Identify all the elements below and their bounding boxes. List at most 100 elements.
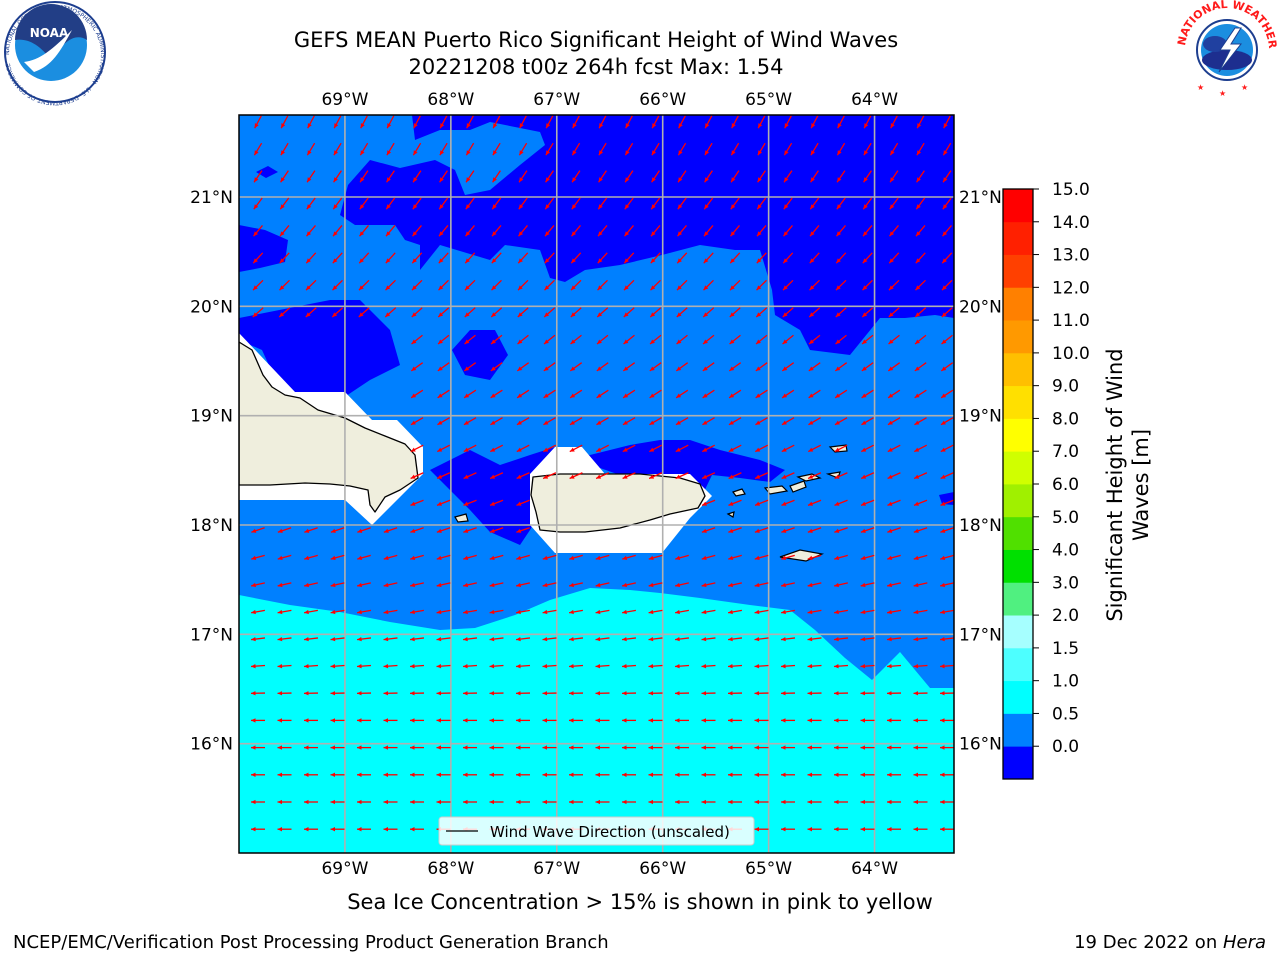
wave-direction-arrow [703, 197, 714, 210]
wave-direction-arrow [277, 609, 292, 615]
wave-direction-arrow [383, 554, 398, 560]
lon-tick-label-bottom: 65°W [745, 859, 792, 879]
wave-direction-arrow [648, 472, 663, 480]
wave-direction-arrow [674, 664, 690, 669]
lon-tick-label-top: 69°W [321, 90, 368, 110]
colorbar-swatch [1003, 582, 1033, 616]
wave-direction-arrow [860, 472, 875, 480]
wave-direction-arrow [515, 664, 531, 669]
wave-direction-arrow [356, 609, 372, 615]
wave-direction-arrow [781, 362, 795, 372]
wave-direction-arrow [462, 691, 478, 696]
wave-direction-arrow [809, 225, 820, 237]
wave-direction-arrow [783, 170, 793, 183]
wave-direction-arrow [942, 225, 952, 237]
wave-direction-arrow [252, 252, 264, 264]
lon-tick-label-top: 67°W [533, 90, 580, 110]
wave-direction-arrow [834, 582, 848, 588]
wave-direction-arrow [385, 279, 396, 291]
wave-direction-arrow [489, 664, 504, 669]
wave-direction-arrow [648, 745, 663, 750]
wave-direction-arrow [782, 279, 794, 291]
wave-direction-arrow [250, 691, 266, 696]
wave-direction-arrow [860, 527, 875, 533]
wave-direction-arrow [330, 827, 345, 832]
wave-direction-arrow [251, 554, 265, 560]
wave-direction-arrow [728, 527, 742, 533]
wave-direction-arrow [410, 772, 424, 777]
wave-direction-arrow [754, 691, 769, 696]
wave-direction-arrow [544, 252, 555, 264]
wave-direction-arrow [492, 115, 501, 129]
wave-direction-arrow [439, 170, 448, 183]
colorbar-tick-label: 7.0 [1052, 442, 1079, 462]
wave-direction-arrow [727, 609, 743, 615]
wave-direction-arrow [409, 636, 425, 642]
wave-direction-arrow [913, 527, 928, 533]
wave-direction-arrow [489, 582, 504, 588]
wave-direction-arrow [277, 664, 292, 669]
wave-direction-arrow [860, 664, 875, 669]
wave-direction-arrow [595, 636, 610, 642]
wave-direction-arrow [542, 636, 557, 642]
wave-direction-arrow [940, 499, 954, 506]
wave-direction-arrow [915, 279, 926, 291]
wave-direction-arrow [571, 170, 581, 183]
wave-direction-arrow [834, 772, 848, 777]
wave-direction-arrow [569, 772, 583, 777]
wave-direction-arrow [436, 718, 451, 723]
wave-direction-arrow [411, 279, 423, 291]
wave-direction-arrow [462, 636, 478, 642]
wave-direction-arrow [702, 417, 715, 426]
wave-direction-arrow [675, 362, 689, 372]
wave-direction-arrow [596, 307, 609, 318]
wave-direction-arrow [489, 745, 504, 750]
footer-date: 19 Dec 2022 on Hera [1074, 932, 1266, 953]
map-frame [238, 114, 955, 854]
wave-direction-arrow [754, 444, 769, 453]
wave-direction-arrow [648, 664, 663, 669]
wave-direction-arrow [754, 554, 769, 560]
wave-direction-arrow [492, 142, 501, 156]
wave-direction-arrow [781, 718, 795, 723]
wave-direction-arrow [517, 279, 529, 291]
wave-direction-arrow [303, 609, 319, 615]
wave-direction-arrow [648, 609, 663, 615]
wave-direction-arrow [489, 718, 504, 723]
wave-direction-arrow [464, 307, 476, 318]
lat-tick-label-right: 19°N [959, 407, 1002, 427]
wave-direction-arrow [304, 582, 318, 588]
wave-direction-arrow [678, 115, 686, 129]
wave-direction-arrow [542, 799, 557, 805]
wave-direction-arrow [383, 527, 398, 533]
wave-direction-arrow [383, 609, 398, 615]
wave-direction-arrow [436, 554, 451, 560]
wave-direction-arrow [941, 334, 953, 345]
wave-direction-arrow [569, 582, 583, 588]
wave-direction-arrow [516, 554, 530, 560]
wave-direction-arrow [754, 772, 769, 777]
wave-direction-arrow [463, 362, 477, 372]
noaa-logo: NATIONAL OCEANIC AND ATMOSPHERIC ADMINIS… [4, 1, 106, 106]
wave-direction-arrow [833, 691, 849, 696]
colorbar-tick-label: 15.0 [1052, 180, 1090, 200]
wave-direction-arrow [490, 389, 503, 399]
wave-direction-arrow [648, 691, 663, 696]
colorbar-tick-label: 8.0 [1052, 409, 1079, 429]
wave-direction-arrow [571, 142, 581, 156]
wave-direction-arrow [649, 417, 662, 426]
wave-direction-arrow [356, 691, 372, 696]
wave-direction-arrow [304, 718, 318, 723]
wave-direction-arrow [702, 334, 715, 345]
wave-direction-arrow [622, 582, 636, 588]
graticule [239, 115, 954, 853]
wave-direction-arrow [833, 609, 849, 615]
wave-direction-arrow [463, 745, 477, 750]
wave-direction-arrow [542, 609, 557, 615]
wave-direction-arrow [728, 772, 742, 777]
wave-direction-arrow [940, 799, 954, 805]
wave-direction-arrow [518, 225, 528, 237]
wave-direction-arrow [277, 636, 292, 642]
wave-direction-arrow [649, 307, 662, 318]
wave-direction-arrow [359, 170, 369, 183]
